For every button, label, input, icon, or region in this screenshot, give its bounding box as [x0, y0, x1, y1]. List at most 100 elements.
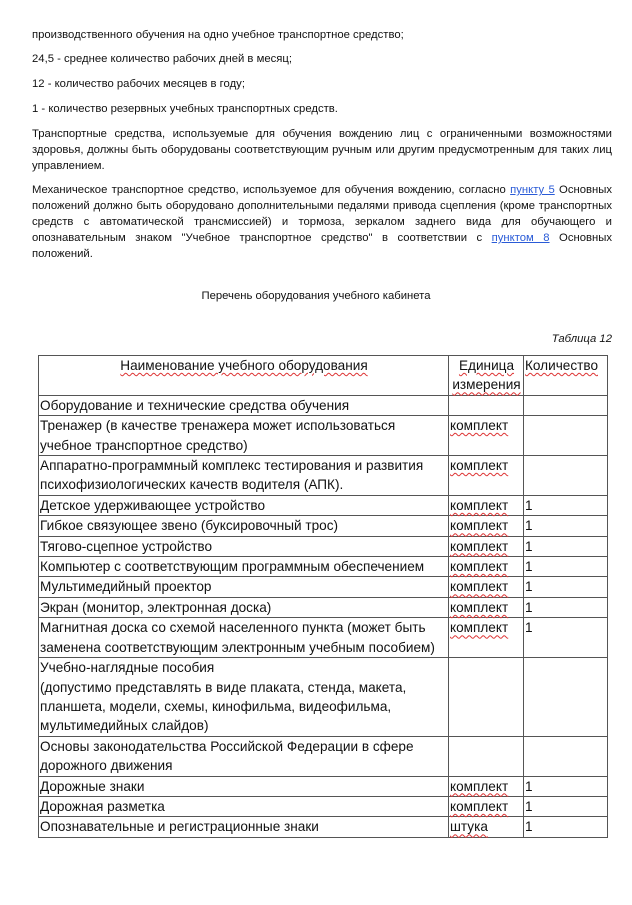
cell-unit: комплект — [448, 617, 524, 659]
table-row: Основы законодательства Российской Федер… — [38, 735, 608, 777]
cell-text: 1 — [525, 579, 533, 595]
cell-quantity: 1 — [523, 576, 608, 598]
cell-unit: комплект — [448, 576, 524, 598]
cell-text: комплект — [450, 620, 509, 636]
table-row: Гибкое связующее звено (буксировочный тр… — [38, 515, 608, 537]
header-unit: Единица измерения — [448, 355, 524, 396]
table-caption: Таблица 12 — [551, 333, 612, 345]
paragraph-text: Основных положений. — [32, 232, 613, 260]
cell-name: Тренажер (в качестве тренажера может исп… — [38, 415, 449, 457]
table-row: Дорожная разметка комплект 1 — [38, 795, 608, 818]
cell-text: 1 — [525, 778, 533, 794]
paragraph-text: Механическое транспортное средство, испо… — [32, 184, 511, 196]
cell-unit: комплект — [448, 515, 524, 537]
cell-text: Гибкое связующее звено (буксировочный тр… — [40, 518, 339, 534]
table-row: Экран (монитор, электронная доска) компле… — [38, 596, 608, 619]
cell-text: 1 — [525, 559, 533, 575]
cell-text: Магнитная доска со схемой населенного пу… — [40, 620, 435, 655]
cell-text: 1 — [525, 599, 533, 615]
cell-name: Тягово-сцепное устройство — [38, 535, 449, 558]
cell-name: Детское удерживающее устройство — [38, 494, 449, 517]
cell-quantity: 1 — [523, 494, 608, 517]
cell-text: Дорожная разметка — [40, 798, 165, 814]
cell-quantity: 1 — [523, 535, 608, 558]
cell-unit: комплект — [448, 455, 524, 496]
table-row: Учебно-наглядные пособия (допустимо пред… — [38, 657, 608, 737]
cell-name: Учебно-наглядные пособия (допустимо пред… — [38, 657, 449, 737]
cell-quantity: 1 — [523, 795, 608, 818]
cell-name: Оборудование и технические средства обуч… — [38, 394, 449, 417]
paragraph-text: Основных положений должно быть оборудова… — [32, 184, 612, 244]
cell-name: Магнитная доска со схемой населенного пу… — [38, 617, 449, 659]
cell-text: комплект — [450, 418, 509, 434]
cell-text: Дорожные знаки — [40, 778, 145, 794]
text-line: 24,5 - среднее количество рабочих дней в… — [32, 53, 292, 65]
cell-unit — [448, 735, 524, 777]
cell-name: Гибкое связующее звено (буксировочный тр… — [38, 515, 449, 537]
link-punkt-5[interactable]: пункту 5 — [510, 184, 555, 196]
table-header-row: Наименование учебного оборудования Едини… — [38, 355, 608, 396]
cell-quantity: 1 — [523, 556, 608, 578]
cell-text: Детское удерживающее устройство — [40, 497, 266, 513]
cell-quantity — [523, 455, 608, 496]
text-line: 1 - количество резервных учебных транспо… — [32, 103, 338, 115]
cell-unit: комплект — [448, 415, 524, 457]
paragraph-mechanical-vehicle: Механическое транспортное средство, испо… — [32, 182, 612, 262]
cell-text: штука — [450, 819, 488, 835]
cell-quantity — [523, 394, 608, 417]
table-row: Дорожные знаки комплект 1 — [38, 775, 608, 797]
cell-text: Экран (монитор, электронная доска) — [40, 599, 272, 615]
cell-unit: комплект — [448, 556, 524, 578]
cell-text: Опознавательные и регистрационные знаки — [40, 819, 319, 835]
cell-unit: комплект — [448, 775, 524, 797]
cell-name: Основы законодательства Российской Федер… — [38, 735, 449, 777]
table-row: Оборудование и технические средства обуч… — [38, 394, 608, 417]
table-row: Тягово-сцепное устройство комплект 1 — [38, 535, 608, 558]
cell-unit: штука — [448, 816, 524, 838]
cell-name: Дорожные знаки — [38, 775, 449, 797]
table-row: Компьютер с соответствующим программным … — [38, 556, 608, 578]
header-quantity: Количество — [523, 355, 608, 396]
cell-text: комплект — [450, 518, 509, 534]
cell-text: комплект — [450, 559, 509, 575]
cell-text: 1 — [525, 518, 533, 534]
cell-text: комплект — [450, 458, 509, 474]
cell-unit — [448, 657, 524, 737]
cell-unit: комплект — [448, 596, 524, 619]
cell-quantity: 1 — [523, 816, 608, 838]
header-name: Наименование учебного оборудования — [38, 355, 449, 396]
cell-name: Дорожная разметка — [38, 795, 449, 818]
cell-quantity: 1 — [523, 775, 608, 797]
cell-text: 1 — [525, 497, 533, 513]
cell-text: Аппаратно-программный комплекс тестирова… — [40, 458, 424, 493]
table-row: Детское удерживающее устройство комплект 1 — [38, 494, 608, 517]
cell-text: Оборудование и технические средства обуч… — [40, 397, 350, 413]
cell-text: 1 — [525, 819, 533, 835]
cell-text: комплект — [450, 579, 509, 595]
cell-text: Компьютер с соответствующим программным … — [40, 559, 425, 575]
cell-text: комплект — [450, 599, 509, 615]
header-text: Количество — [525, 358, 598, 373]
cell-text: Мультимедийный проектор — [40, 579, 212, 595]
header-text: Единица измерения — [452, 358, 521, 393]
cell-unit: комплект — [448, 795, 524, 818]
table-row: Магнитная доска со схемой населенного пу… — [38, 617, 608, 659]
table-row: Тренажер (в качестве тренажера может исп… — [38, 415, 608, 457]
cell-text: 1 — [525, 798, 533, 814]
table-row: Мультимедийный проектор комплект 1 — [38, 576, 608, 598]
cell-name: Аппаратно-программный комплекс тестирова… — [38, 455, 449, 496]
cell-unit: комплект — [448, 535, 524, 558]
cell-quantity: 1 — [523, 515, 608, 537]
cell-unit: комплект — [448, 494, 524, 517]
cell-name: Мультимедийный проектор — [38, 576, 449, 598]
cell-name: Экран (монитор, электронная доска) — [38, 596, 449, 619]
cell-text: комплект — [450, 778, 509, 794]
section-title: Перечень оборудования учебного кабинета — [201, 290, 431, 302]
cell-name: Компьютер с соответствующим программным … — [38, 556, 449, 578]
cell-text: 1 — [525, 538, 533, 554]
cell-quantity — [523, 735, 608, 777]
equipment-table: Наименование учебного оборудования Едини… — [38, 355, 608, 838]
cell-text: 1 — [525, 620, 533, 636]
link-punkt-8[interactable]: пунктом 8 — [491, 232, 550, 244]
cell-text: Тягово-сцепное устройство — [40, 538, 213, 554]
